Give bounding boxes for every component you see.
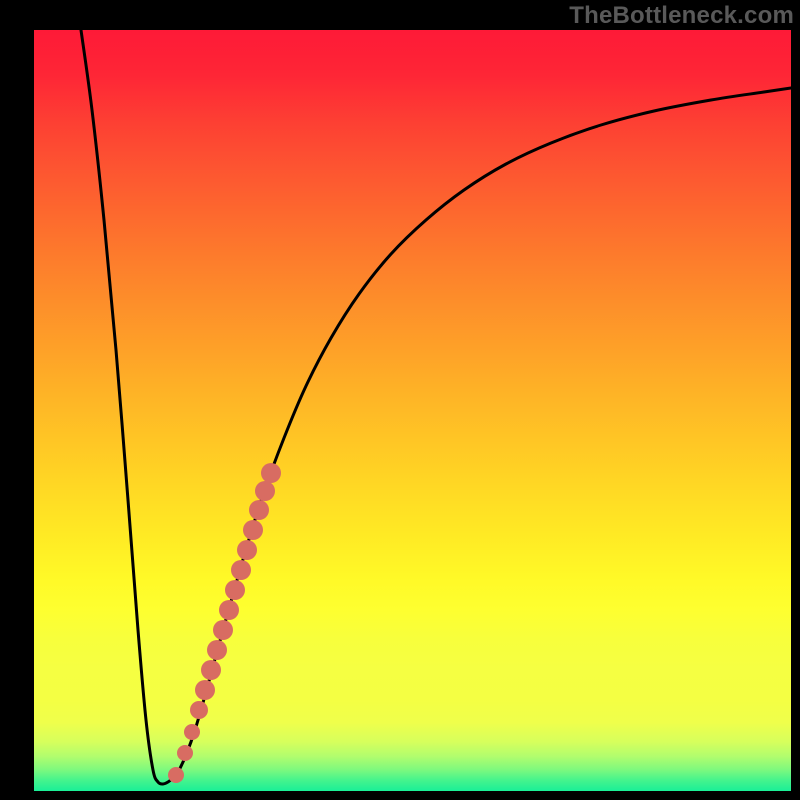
data-marker [219,600,239,620]
plot-area [34,30,791,791]
data-marker [225,580,245,600]
data-marker [237,540,257,560]
data-marker [177,745,193,761]
data-marker [213,620,233,640]
chart-svg [34,30,791,791]
data-marker [184,724,200,740]
gradient-background [34,30,791,791]
data-marker [168,767,184,783]
data-marker [255,481,275,501]
data-marker [195,680,215,700]
watermark-text: TheBottleneck.com [569,2,794,30]
chart-frame: TheBottleneck.com [0,0,800,800]
data-marker [261,463,281,483]
data-marker [243,520,263,540]
data-marker [201,660,221,680]
data-marker [207,640,227,660]
data-marker [190,701,208,719]
data-marker [249,500,269,520]
data-marker [231,560,251,580]
